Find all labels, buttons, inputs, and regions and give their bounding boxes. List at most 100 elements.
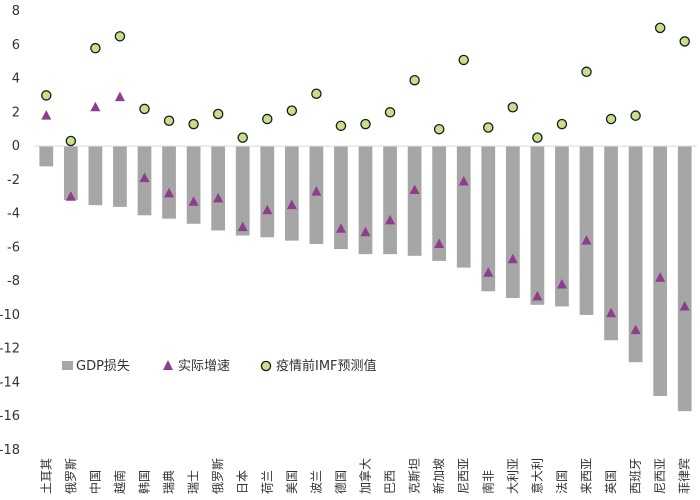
x-category-label: 中国 xyxy=(87,470,102,494)
gdp-loss-bar xyxy=(211,146,226,231)
x-category-label: 俄罗斯 xyxy=(64,458,78,494)
actual-growth-marker xyxy=(532,290,543,301)
gdp-loss-bar xyxy=(88,146,103,206)
x-category-label: 日本 xyxy=(236,470,250,494)
actual-growth-marker xyxy=(262,204,273,215)
imf-forecast-marker xyxy=(65,135,77,147)
gdp-loss-bar xyxy=(628,146,643,363)
y-tick-label: -4 xyxy=(7,207,20,222)
legend-circle-swatch xyxy=(260,360,272,372)
y-tick-label: -6 xyxy=(7,240,20,255)
x-category-label: 瑞典 xyxy=(162,470,176,494)
gdp-loss-bar xyxy=(677,146,692,412)
y-tick-label: -2 xyxy=(7,173,20,188)
imf-forecast-marker xyxy=(286,105,298,116)
x-category-label: 法国 xyxy=(555,470,569,494)
gdp-loss-bar xyxy=(579,146,594,315)
gdp-loss-bar xyxy=(235,146,250,236)
actual-growth-marker xyxy=(556,279,567,289)
x-category-label: 荷兰 xyxy=(260,470,274,494)
legend-triangle-swatch xyxy=(163,360,173,370)
actual-growth-marker xyxy=(41,110,52,120)
imf-forecast-marker xyxy=(409,74,420,86)
x-category-label: 俄罗斯 xyxy=(211,458,225,494)
y-tick-label: -16 xyxy=(0,409,20,424)
gdp-loss-bar xyxy=(186,146,201,224)
legend: GDP损失 实际增速 疫情前IMF预测值 xyxy=(62,358,377,374)
y-axis-ticks: 8 6 4 2 0 -2 -4 -6 -8 -10 -12 -14 -16 -18 xyxy=(0,4,20,458)
y-tick-label: 4 xyxy=(12,72,20,87)
imf-forecast-marker xyxy=(654,22,666,34)
imf-forecast-marker xyxy=(41,90,52,101)
x-category-label: 新加坡 xyxy=(431,458,446,494)
actual-growth-marker xyxy=(213,192,224,203)
imf-forecast-marker xyxy=(335,120,347,132)
imf-forecast-markers xyxy=(41,22,690,147)
imf-forecast-marker xyxy=(483,122,494,133)
x-category-label: 英国 xyxy=(604,470,618,494)
actual-growth-marker xyxy=(335,223,346,233)
imf-forecast-marker xyxy=(139,103,150,115)
y-tick-label: 8 xyxy=(12,4,20,19)
actual-growth-marker xyxy=(434,238,445,249)
y-tick-label: 2 xyxy=(12,105,20,120)
actual-growth-marker xyxy=(90,101,101,112)
y-tick-label: -10 xyxy=(0,308,20,323)
actual-growth-marker xyxy=(188,196,199,206)
actual-growth-marker xyxy=(114,91,125,102)
x-category-label: 瑞士 xyxy=(187,470,201,494)
x-category-label: 波兰 xyxy=(309,470,323,494)
imf-forecast-marker xyxy=(90,42,101,54)
legend-label: 疫情前IMF预测值 xyxy=(276,358,377,374)
y-tick-label: -12 xyxy=(0,342,20,357)
imf-forecast-marker xyxy=(188,118,199,130)
x-category-label: 美国 xyxy=(285,470,299,494)
actual-growth-marker xyxy=(458,176,469,186)
x-category-label: 越南 xyxy=(112,470,127,494)
actual-growth-marker xyxy=(507,253,518,264)
legend-label: GDP损失 xyxy=(76,359,130,374)
actual-growth-marker xyxy=(606,307,617,318)
x-category-label: 大利亚 xyxy=(506,458,520,494)
gdp-loss-bar xyxy=(260,146,275,238)
gdp-loss-bar xyxy=(407,146,422,256)
actual-growth-marker xyxy=(385,214,396,225)
gdp-loss-bar xyxy=(383,146,397,255)
gdp-loss-bar xyxy=(284,146,299,241)
actual-growth-markers xyxy=(41,91,690,335)
gdp-loss-bar xyxy=(530,146,545,305)
legend-label: 实际增速 xyxy=(178,359,230,374)
actual-growth-marker xyxy=(581,235,592,245)
x-category-label: 德国 xyxy=(333,470,348,494)
actual-growth-marker xyxy=(237,221,248,232)
y-tick-label: -18 xyxy=(0,443,20,458)
imf-forecast-marker xyxy=(360,118,371,130)
x-category-label: 克斯坦 xyxy=(408,458,422,494)
y-tick-label: 6 xyxy=(12,38,20,53)
x-category-label: 加拿大 xyxy=(358,458,373,494)
gdp-loss-bar xyxy=(63,146,78,201)
actual-growth-marker xyxy=(630,324,641,335)
gdp-loss-bar xyxy=(113,146,127,207)
imf-forecast-marker xyxy=(262,113,273,125)
imf-forecast-marker xyxy=(311,88,322,99)
gdp-loss-bar xyxy=(162,146,176,219)
x-category-label: 尼西亚 xyxy=(457,458,471,494)
imf-forecast-marker xyxy=(556,118,568,130)
imf-forecast-marker xyxy=(212,108,224,120)
actual-growth-marker xyxy=(360,226,371,237)
x-category-label: 尼西亚 xyxy=(653,458,667,494)
x-category-label: 韩国 xyxy=(137,470,152,494)
actual-growth-marker xyxy=(139,172,150,183)
x-category-label: 意大利 xyxy=(529,458,544,494)
imf-forecast-marker xyxy=(433,123,445,135)
y-tick-label: 0 xyxy=(12,139,20,154)
actual-growth-marker xyxy=(679,300,690,311)
x-axis-category-labels: 土耳其 俄罗斯 中国 越南 韩国 瑞典 瑞士 俄罗斯 日本 荷兰 美国 波兰 德国 加拿大 巴西 克斯坦 新加坡… xyxy=(39,458,691,494)
gdp-loss-bar xyxy=(481,146,496,292)
imf-forecast-marker xyxy=(679,36,690,47)
gdp-loss-bar xyxy=(456,146,471,268)
y-tick-label: -14 xyxy=(0,375,20,390)
gdp-loss-bar xyxy=(432,146,447,261)
